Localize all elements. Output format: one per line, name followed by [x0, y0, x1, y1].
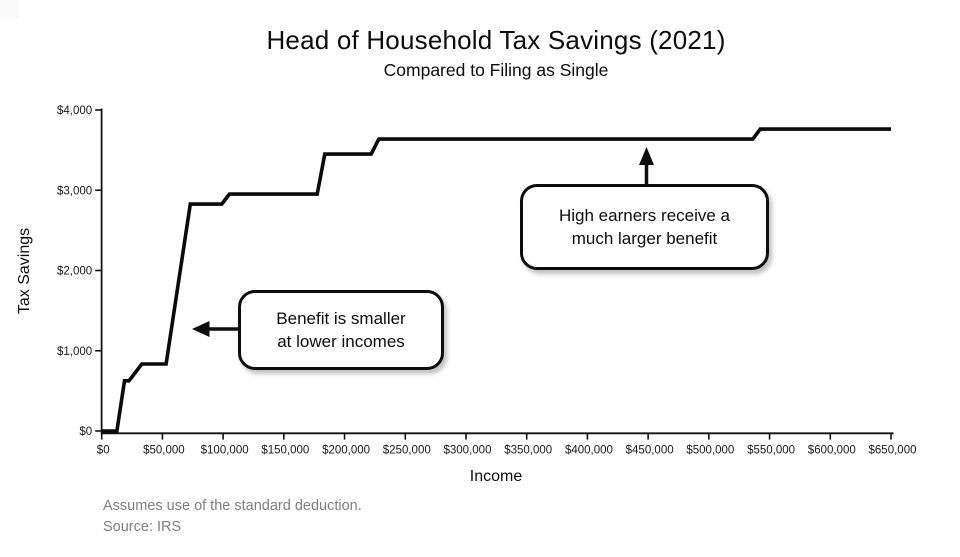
x-tick-label: $600,000 [808, 445, 856, 457]
x-tick-label: $500,000 [686, 445, 734, 457]
y-tick-label: $1,000 [57, 346, 92, 358]
y-axis-title: Tax Savings [16, 227, 33, 315]
x-tick-label: $250,000 [383, 445, 431, 457]
x-tick-label: $650,000 [869, 445, 917, 457]
high-income-callout-line2: much larger benefit [571, 229, 718, 248]
x-tick-label: $0 [97, 445, 110, 457]
x-tick-label: $300,000 [444, 445, 492, 457]
y-tick-label: $2,000 [57, 266, 92, 278]
y-tick-label: $4,000 [57, 105, 92, 117]
y-tick-label: $0 [79, 426, 92, 438]
high-income-arrowhead [639, 147, 654, 165]
footer-assumption-note: Assumes use of the standard deduction. [103, 498, 362, 514]
chart-footer: Assumes use of the standard deduction. S… [103, 496, 362, 538]
x-tick-label: $200,000 [322, 445, 370, 457]
x-tick-label: $150,000 [261, 445, 309, 457]
x-tick-label: $350,000 [504, 445, 552, 457]
chart-header: Head of Household Tax Savings (2021) Com… [101, 24, 891, 81]
x-tick-label: $50,000 [143, 445, 185, 457]
chart-subtitle: Compared to Filing as Single [383, 60, 609, 80]
x-tick-label: $100,000 [201, 445, 249, 457]
y-tick-label: $3,000 [57, 185, 92, 197]
x-tick-label: $450,000 [626, 445, 674, 457]
low-income-callout: Benefit is smaller at lower incomes [238, 290, 444, 370]
footer-source-note: Source: IRS [103, 519, 182, 535]
high-income-callout-line1: High earners receive a [558, 206, 731, 225]
x-axis-title: Income [469, 468, 523, 485]
corner-watermark-artifact [0, 0, 19, 19]
tax-savings-series-line [101, 127, 891, 433]
x-tick-label: $550,000 [747, 445, 795, 457]
low-income-callout-line2: at lower incomes [277, 332, 405, 351]
low-income-callout-line1: Benefit is smaller [276, 309, 406, 328]
chart-title: Head of Household Tax Savings (2021) [266, 25, 726, 55]
x-tick-label: $400,000 [565, 445, 613, 457]
low-income-arrowhead [192, 321, 210, 337]
axis-spines [100, 108, 894, 435]
high-income-callout: High earners receive a much larger benef… [520, 184, 769, 270]
